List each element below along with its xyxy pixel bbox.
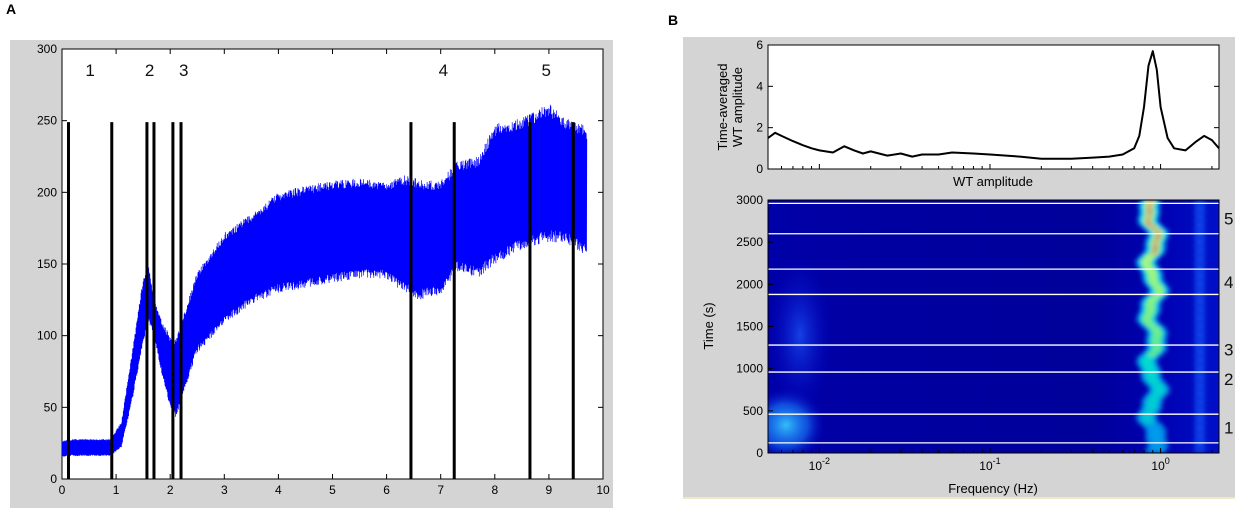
- heatmap-low-frequency-haze: [768, 255, 834, 415]
- event-label-5: 5: [541, 61, 550, 80]
- heatmap-event-label-4: 4: [1224, 273, 1233, 292]
- panel-a-event-lines: [66, 122, 575, 479]
- panel-b-top-x-ticks: [767, 164, 1213, 169]
- secondary-streak: [1193, 206, 1206, 219]
- x-tick-label: 3: [221, 483, 228, 497]
- signal-line: [61, 104, 588, 458]
- panel-b-bottom-y-axis: 0 500 1000 1500 2000 2500 3000: [736, 193, 773, 460]
- secondary-streak: [1193, 240, 1206, 253]
- x-tick-label: 7: [437, 483, 444, 497]
- event-label-3: 3: [179, 61, 188, 80]
- panel-a-y-axis: 0 50 100 150 200 250 300: [37, 42, 603, 486]
- secondary-streak: [1193, 316, 1206, 329]
- panel-a-x-axis: 0 1 2 3 4 5 6 7 8 9 10: [59, 49, 610, 497]
- heatmap-y-tick-label: 1000: [736, 362, 763, 376]
- heatmap-y-tick-label: 500: [743, 404, 763, 418]
- heatmap-x-tick-label: 10-1: [979, 456, 1000, 473]
- panel-a-signal: [61, 104, 588, 458]
- heatmap-event-label-2: 2: [1224, 370, 1233, 389]
- heatmap-x-tick-label: 100: [1151, 456, 1169, 473]
- y-tick-label: 100: [37, 329, 57, 343]
- secondary-streak: [1193, 257, 1206, 270]
- secondary-streak: [1193, 400, 1206, 413]
- top-y-tick-label: 4: [756, 79, 763, 93]
- panel-b-top-xlabel: WT amplitude: [953, 174, 1033, 189]
- panel-a-event-labels: 1 2 3 4 5: [85, 61, 551, 80]
- secondary-streak: [1193, 282, 1206, 295]
- y-tick-label: 250: [37, 114, 57, 128]
- y-tick-label: 300: [37, 42, 57, 56]
- secondary-streak: [1193, 366, 1206, 379]
- secondary-streak: [1193, 409, 1206, 422]
- panel-a: 1 2 3 4 5 0 1 2 3 4 5 6 7 8 9 10 0 50 100 150 200 250 300: [10, 40, 613, 508]
- panel-b-top-curve: [767, 50, 1220, 160]
- heatmap-y-tick-label: 2500: [736, 235, 763, 249]
- x-tick-label: 10: [596, 483, 610, 497]
- top-y-tick-label: 0: [756, 162, 763, 176]
- y-tick-label: 50: [44, 400, 58, 414]
- y-tick-label: 150: [37, 257, 57, 271]
- x-tick-label: 4: [275, 483, 282, 497]
- panel-b-top-ylabel-line1: Time-averaged: [715, 64, 730, 151]
- secondary-streak: [1193, 392, 1206, 405]
- secondary-streak: [1193, 215, 1206, 228]
- panel-b-event-labels: 1 2 3 4 5: [1224, 210, 1233, 438]
- secondary-streak: [1193, 200, 1206, 211]
- panel-b-bottom-xlabel: Frequency (Hz): [948, 481, 1038, 496]
- panel-letter-a: A: [6, 1, 16, 17]
- panel-b-top-ylabel-line2: WT amplitude: [730, 67, 745, 147]
- heatmap-event-label-1: 1: [1224, 419, 1233, 438]
- secondary-streak: [1193, 417, 1206, 430]
- secondary-streak: [1193, 425, 1206, 438]
- heatmap-y-tick-label: 2000: [736, 277, 763, 291]
- secondary-streak: [1193, 231, 1206, 244]
- x-tick-label: 6: [383, 483, 390, 497]
- y-tick-label: 0: [50, 472, 57, 486]
- secondary-streak: [1193, 350, 1206, 363]
- secondary-streak: [1193, 274, 1206, 287]
- y-tick-label: 200: [37, 185, 57, 199]
- panel-b-heatmap: [768, 200, 1219, 453]
- x-tick-label: 0: [59, 483, 66, 497]
- heatmap-event-lines: [768, 202, 1219, 444]
- heatmap-x-tick-label: 10-2: [809, 456, 830, 473]
- secondary-streak: [1193, 333, 1206, 346]
- event-label-1: 1: [85, 61, 94, 80]
- top-y-tick-label: 6: [756, 38, 763, 52]
- secondary-streak: [1193, 383, 1206, 396]
- top-y-tick-label: 2: [756, 121, 763, 135]
- panel-letter-b: B: [668, 12, 678, 28]
- x-tick-label: 2: [167, 483, 174, 497]
- panel-b-bottom-x-axis: 10-2 10-1 100: [767, 448, 1213, 473]
- x-tick-label: 5: [329, 483, 336, 497]
- x-tick-label: 8: [491, 483, 498, 497]
- heatmap-y-tick-label: 0: [756, 446, 763, 460]
- secondary-streak: [1193, 248, 1206, 261]
- x-tick-label: 1: [113, 483, 120, 497]
- event-label-2: 2: [145, 61, 154, 80]
- secondary-streak: [1193, 324, 1206, 337]
- heatmap-y-tick-label: 1500: [736, 320, 763, 334]
- panel-b-bottom-ylabel: Time (s): [701, 302, 716, 349]
- panel-b-top-y-axis: 0 2 4 6: [756, 38, 1219, 176]
- secondary-streak: [1193, 358, 1206, 371]
- secondary-streak: [1193, 307, 1206, 320]
- x-tick-label: 9: [546, 483, 553, 497]
- secondary-streak: [1193, 223, 1206, 236]
- heatmap-event-label-3: 3: [1224, 340, 1233, 359]
- secondary-streak: [1193, 299, 1206, 312]
- event-label-4: 4: [439, 61, 448, 80]
- heatmap-event-label-5: 5: [1224, 210, 1233, 229]
- heatmap-y-tick-label: 3000: [736, 193, 763, 207]
- panel-b: 0 2 4 6 Time-averaged WT amplitude WT ampli…: [683, 37, 1235, 499]
- secondary-streak: [1193, 375, 1206, 388]
- time-averaged-curve: [767, 50, 1220, 160]
